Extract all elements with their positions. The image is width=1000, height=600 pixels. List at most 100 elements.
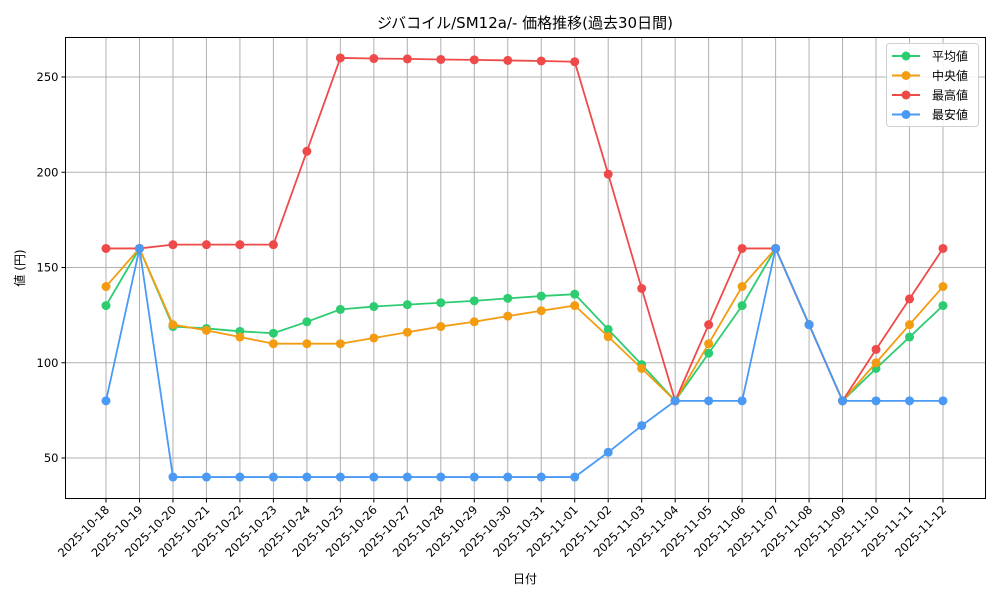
y-tick-label: 200 [37,165,59,179]
data-point [704,348,714,358]
data-point [402,54,412,64]
data-point [469,472,479,482]
data-point [469,317,479,327]
data-point [570,301,580,311]
data-point [871,396,881,406]
data-point [503,293,513,303]
legend-label: 中央値 [932,68,968,83]
data-point [871,358,881,368]
data-point [168,320,178,330]
data-point [436,472,446,482]
legend-marker [901,110,911,119]
data-point [938,396,948,406]
data-point [302,146,312,156]
legend-label: 最安値 [932,107,968,122]
data-point [302,472,312,482]
data-point [536,472,546,482]
data-point [402,300,412,310]
data-point [168,240,178,250]
data-point [235,332,245,342]
data-point [335,53,345,63]
data-point [436,322,446,332]
data-point [938,301,948,311]
series-line [105,246,944,403]
legend-marker [901,51,911,61]
data-point [905,294,915,304]
data-point [871,344,881,354]
data-point [905,396,915,406]
data-point [637,283,647,293]
data-point [737,396,747,406]
data-point [503,311,513,321]
series-0 [101,243,948,406]
data-point [436,298,446,308]
data-point [369,54,379,64]
data-point [670,396,680,406]
data-point [168,472,178,482]
legend-label: 平均値 [932,49,968,64]
data-point [503,472,513,482]
data-point [335,339,345,349]
legend-marker [901,71,911,80]
data-point [704,320,714,330]
data-point [335,304,345,314]
y-tick-label: 150 [37,261,59,275]
data-point [938,282,948,292]
series-1 [101,243,948,406]
data-point [369,333,379,343]
y-tick-label: 50 [44,451,59,465]
x-axis-ticks: 2025-10-182025-10-192025-10-202025-10-21… [55,498,949,560]
data-point [704,396,714,406]
data-point [268,240,278,250]
data-point [302,317,312,327]
data-point [201,240,211,250]
data-point [268,472,278,482]
data-point [235,472,245,482]
series-line [106,57,944,404]
data-point [503,55,513,65]
data-point [101,243,111,253]
data-point [603,332,613,342]
data-point [469,296,479,306]
data-point [235,240,245,250]
data-point [771,243,781,253]
y-tick-label: 100 [37,356,59,370]
data-point [737,282,747,292]
data-point [536,306,546,316]
data-point [436,54,446,64]
data-point [804,320,814,330]
legend-marker [901,90,911,100]
data-point [369,302,379,312]
data-point [201,325,211,335]
series-3 [101,243,948,482]
series-line [105,245,943,478]
data-point [838,396,848,406]
data-point [536,291,546,301]
data-point [570,472,580,482]
data-point [402,327,412,337]
data-point [570,57,580,67]
legend-box [886,43,979,127]
data-point [536,56,546,66]
data-point [603,447,613,457]
series-line [105,246,944,403]
data-point [268,328,278,338]
data-point [201,472,211,482]
data-point [704,339,714,349]
data-point [134,243,144,253]
data-point [570,289,580,299]
data-point [302,339,312,349]
data-point [369,472,379,482]
data-point [101,396,111,406]
chart-title: ジバコイル/SM12a/- 価格推移(過去30日間) [377,14,673,32]
data-point [938,243,948,253]
y-tick-label: 250 [37,70,59,84]
y-axis-label: 値 (円) [12,249,27,286]
data-point [737,301,747,311]
data-point [101,301,111,311]
y-axis-ticks: 50 100 150 200 250 [37,70,66,465]
data-point [737,243,747,253]
data-point [268,339,278,349]
